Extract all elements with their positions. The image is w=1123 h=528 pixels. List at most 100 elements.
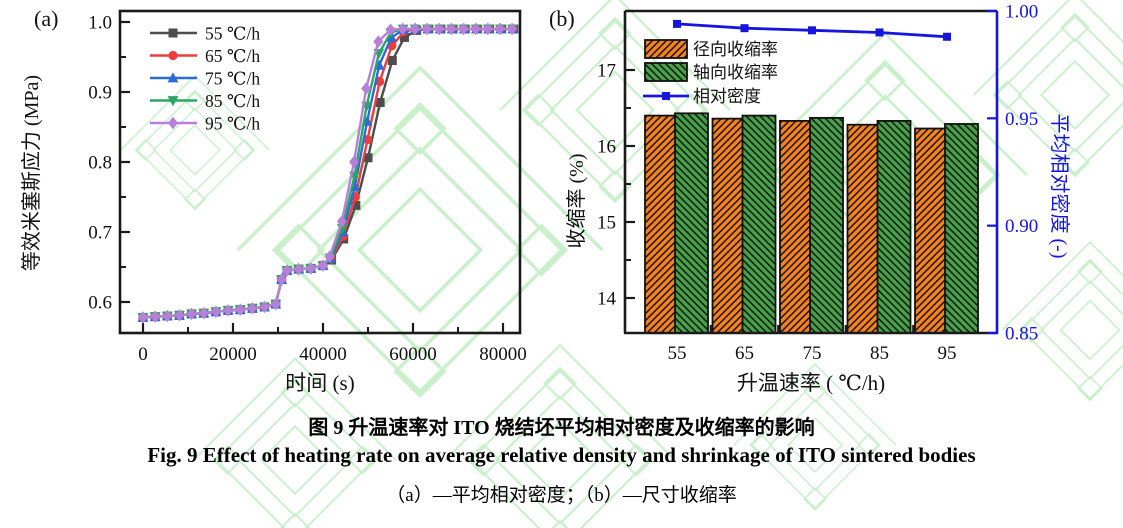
marker-diamond	[168, 116, 178, 130]
marker-diamond	[421, 22, 432, 36]
marker-diamond	[235, 303, 246, 316]
panel-a-legend: 55 ℃/h65 ℃/h 75 ℃/h85 ℃/h 95 ℃/h	[150, 24, 260, 134]
marker-diamond	[210, 305, 221, 318]
marker-diamond	[361, 82, 372, 95]
marker-diamond	[247, 302, 258, 315]
panel-b-x-tick-label: 55	[668, 343, 687, 364]
marker-diamond	[293, 262, 304, 276]
marker-diamond	[186, 307, 197, 321]
panel-a-x-tick-label: 20000	[209, 344, 257, 365]
panel-a-chart: 0.6 0.7 0.8 0.9 1.0 0 20000 40000 60000 80000 55 ℃…	[0, 0, 560, 413]
bar-radial-95	[914, 127, 949, 334]
panel-b-right-tick-label: 1.00	[1005, 2, 1038, 23]
caption-english: Fig. 9 Effect of heating rate on average…	[147, 443, 976, 467]
marker-diamond	[162, 309, 173, 323]
panel-a-frame	[118, 9, 522, 335]
series-95	[137, 22, 517, 324]
legend-b-density-label: 相对密度	[693, 87, 761, 106]
legend-a-item-label: 95 ℃/h	[205, 114, 260, 134]
marker-triangle-up	[167, 72, 179, 83]
series-55	[138, 24, 519, 322]
legend-a-item-label: 55 ℃/h	[205, 24, 260, 44]
marker-diamond	[137, 311, 148, 324]
panel-b-x-tick-label: 85	[870, 343, 889, 364]
marker-diamond	[373, 35, 384, 48]
panel-a-label: (a)	[34, 6, 59, 31]
marker-diamond	[446, 22, 457, 36]
panel-a-plot: 0.6 0.7 0.8 0.9 1.0 0 20000 40000 60000 80000	[88, 9, 527, 365]
marker-diamond	[198, 306, 209, 320]
series-density	[673, 19, 951, 41]
marker-diamond	[494, 22, 505, 36]
panel-b-chart: 14 15 16 17 0.85 0.90 0.95 1.00 55 65 75 85 95 径向收缩率轴…	[560, 0, 1123, 413]
legend-b-axial-label: 轴向收缩率	[693, 63, 778, 82]
panel-b-left-tick-label: 15	[597, 213, 616, 234]
panel-b-plot: 14 15 16 17 0.85 0.90 0.95 1.00 55 65 75 85 95	[597, 2, 1038, 365]
marker-diamond	[223, 304, 234, 317]
panel-b-right-tick-label: 0.85	[1005, 324, 1038, 345]
panel-a-y-tick-label: 0.8	[88, 152, 112, 173]
panel-b-x-axis-title: 升温速率 ( ℃/h)	[736, 371, 886, 395]
marker-square	[351, 200, 361, 210]
marker-diamond	[317, 259, 328, 272]
panel-b-x-tick-label: 75	[803, 343, 822, 364]
bar-axial-75	[809, 116, 844, 334]
panel-b-right-tick-label: 0.95	[1005, 109, 1038, 130]
marker-diamond	[409, 22, 420, 36]
bar-radial-55	[644, 114, 679, 334]
panel-a-y-tick-label: 1.0	[88, 12, 112, 33]
panel-a-x-tick-label: 80000	[479, 344, 527, 365]
marker-diamond	[349, 155, 360, 169]
panel-b-label: (b)	[549, 6, 575, 31]
marker-diamond	[324, 250, 335, 263]
marker-square	[363, 153, 373, 163]
marker-diamond	[174, 309, 185, 322]
panel-a-x-tick-label: 40000	[299, 344, 347, 365]
marker-diamond	[150, 310, 161, 323]
panel-b-right-tick-label: 0.90	[1005, 216, 1038, 237]
marker-diamond	[434, 22, 445, 36]
panel-a-y-tick-label: 0.6	[88, 292, 112, 313]
panel-a-y-axis-title: 等效米塞斯应力 (MPa)	[21, 74, 43, 272]
marker-diamond	[305, 262, 316, 275]
marker-diamond	[397, 22, 408, 36]
series-65	[138, 24, 518, 322]
legend-b-radial-label: 径向收缩率	[693, 40, 778, 59]
marker-diamond	[270, 297, 281, 311]
bar-axial-55	[674, 112, 709, 334]
legend-a-item-label: 85 ℃/h	[205, 91, 260, 111]
panel-a-x-tick-label: 60000	[389, 344, 437, 365]
bar-radial-85	[846, 123, 882, 334]
bar-axial-65	[741, 114, 777, 334]
marker-square	[399, 32, 409, 42]
marker-diamond	[482, 22, 493, 36]
panel-a-x-tick-label: 0	[138, 344, 148, 365]
panel-a-x-axis-title: 时间 (s)	[285, 371, 355, 395]
bar-radial-75	[779, 120, 814, 334]
marker-diamond	[506, 22, 517, 36]
marker-triangle-down	[167, 96, 179, 107]
marker-diamond	[336, 215, 347, 228]
panel-b-left-axis-title: 收缩率 (%)	[566, 153, 588, 249]
panel-a-y-tick-label: 0.7	[88, 222, 112, 243]
panel-b-left-tick-label: 17	[597, 61, 616, 82]
marker-diamond	[281, 264, 292, 277]
legend-a-item-label: 75 ℃/h	[205, 69, 260, 89]
series-75	[137, 23, 519, 322]
series-85	[137, 24, 518, 324]
legend-a-item-label: 65 ℃/h	[205, 46, 260, 66]
caption-subfigure-note: （a）—平均相对密度；（b）—尺寸收缩率	[386, 485, 737, 506]
marker-square	[375, 97, 385, 107]
marker-diamond	[385, 23, 396, 36]
bar-axial-85	[876, 120, 912, 334]
panel-b-x-tick-label: 95	[938, 343, 957, 364]
panel-b-left-tick-label: 14	[597, 289, 617, 310]
marker-square	[168, 28, 178, 38]
marker-circle	[168, 50, 178, 61]
caption-chinese: 图 9 升温速率对 ITO 烧结坯平均相对密度及收缩率的影响	[308, 417, 815, 439]
panel-b-left-tick-label: 16	[597, 137, 616, 158]
panel-a-y-tick-label: 0.9	[88, 82, 112, 103]
bar-axial-95	[944, 123, 979, 334]
